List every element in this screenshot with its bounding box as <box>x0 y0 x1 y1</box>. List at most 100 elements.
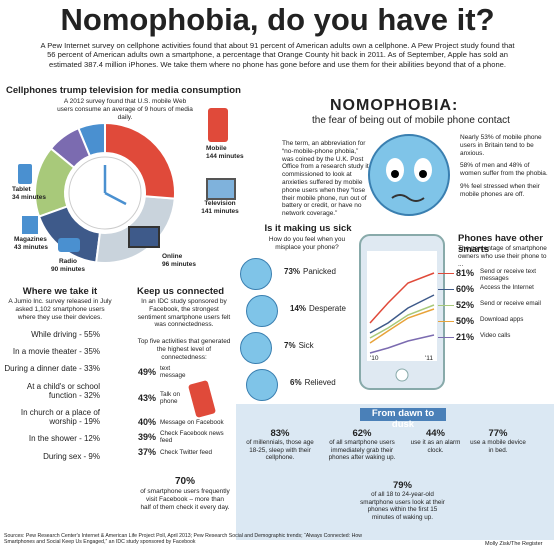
label: Send or receive text messages <box>480 268 537 283</box>
section-title: Is it making us sick <box>264 223 352 234</box>
text: of smartphone users frequently visit Fac… <box>140 488 230 511</box>
donut-segment <box>49 126 92 170</box>
label: text message <box>160 365 186 379</box>
text: of millennials, those age 18-25, sleep w… <box>246 439 314 462</box>
face <box>240 332 272 364</box>
phone-chart <box>359 234 445 390</box>
intro: A Pew Internet survey on cellphone activ… <box>40 41 515 69</box>
where-item: During sex - 9% <box>43 451 100 461</box>
pct: 43% <box>138 393 157 403</box>
smart-item: 81% Send or receive text messages <box>456 268 554 282</box>
pct: 73% <box>284 267 301 276</box>
where-list: While driving - 55% In a movie theater - … <box>4 330 100 469</box>
pct: 81% <box>456 268 475 278</box>
label: Access the Internet <box>480 284 534 291</box>
connected-item: 49% text message <box>138 365 238 379</box>
magazine-icon <box>22 216 38 234</box>
x-tick-label: '10 <box>370 355 379 362</box>
leader-line <box>438 321 454 322</box>
dawn-item: 62% of all smartphone users immediately g… <box>322 428 402 462</box>
label: Send or receive email <box>480 300 541 307</box>
section-subtitle: A Jumio Inc. survey released in July ask… <box>8 298 112 321</box>
dawn-item: 77% use a mobile device in bed. <box>468 428 528 454</box>
face <box>240 258 272 290</box>
face <box>246 369 278 401</box>
label: Relieved <box>304 378 336 387</box>
label: Desperate <box>309 304 346 313</box>
label: Sick <box>298 341 314 350</box>
clock-hand <box>104 191 127 206</box>
phone-icon <box>208 108 228 142</box>
credit: Molly Zisk/The Register <box>485 541 543 547</box>
where-item: In a movie theater - 35% <box>12 347 100 357</box>
leader-line <box>438 273 454 274</box>
text: of all smartphone users immediately grab… <box>328 439 396 462</box>
label: Check Twitter feed <box>160 448 213 456</box>
label: Magazines 43 minutes <box>14 236 48 251</box>
leader-line <box>438 289 454 290</box>
label: Check Facebook news feed <box>160 430 224 444</box>
section-subtitle: the fear of being out of mobile phone co… <box>312 115 510 126</box>
donut-segment <box>34 147 76 218</box>
label: Radio 90 minutes <box>51 258 85 273</box>
pct: 60% <box>456 284 475 294</box>
donut-segment <box>104 121 176 200</box>
tablet-icon <box>18 164 32 184</box>
pct: 44% <box>425 428 445 439</box>
dawn-panel <box>236 404 554 540</box>
pct: 77% <box>488 428 508 439</box>
section-title: Phones have other smarts <box>458 233 543 255</box>
where-item: At a child's or school function - 32% <box>26 381 100 400</box>
connected-item: 43% Talk on phone <box>138 391 238 405</box>
pct: 21% <box>456 332 475 342</box>
label: Mobile 144 minutes <box>206 145 244 160</box>
pct: 39% <box>138 432 157 442</box>
sick-item: 6% Relieved <box>290 378 336 387</box>
section-title: Where we take it <box>22 286 98 297</box>
section-title: From dawn to dusk <box>360 408 446 430</box>
label: Television 141 minutes <box>201 200 239 215</box>
stat: Nearly 53% of mobile phone users in Brit… <box>460 134 542 157</box>
pct: 50% <box>456 316 475 326</box>
section-title: Keep us connected <box>137 286 225 297</box>
connected-item: 37% Check Twitter feed <box>138 447 238 457</box>
stat: 9% feel stressed when their mobile phone… <box>460 182 540 198</box>
where-item: While driving - 55% <box>31 330 100 339</box>
stat: 58% of men and 48% of women suffer from … <box>460 162 548 178</box>
connected-item: 39% Check Facebook news feed <box>138 430 238 444</box>
pct: 62% <box>352 428 372 439</box>
label: Video calls <box>480 332 511 339</box>
face <box>246 295 278 327</box>
where-item: During a dinner date - 33% <box>4 364 100 374</box>
x-tick-label: '11 <box>425 355 433 362</box>
label: Online 96 minutes <box>162 253 196 268</box>
list-title: Top five activities that generated the h… <box>137 338 231 361</box>
pct: 52% <box>456 300 475 310</box>
smart-item: 50% Download apps <box>456 316 554 326</box>
stats: Nearly 53% of mobile phone users in Brit… <box>460 134 550 199</box>
pct: 83% <box>270 428 290 439</box>
sick-item: 73% Panicked <box>284 267 336 276</box>
pct: 79% <box>392 480 412 491</box>
sick-item: 7% Sick <box>284 341 314 350</box>
text: use it as an alarm clock. <box>410 439 461 454</box>
pct: 14% <box>290 304 307 313</box>
pct: 37% <box>138 447 157 457</box>
where-item: In church or a place of worship - 19% <box>20 407 100 427</box>
leader-line <box>438 337 454 338</box>
pct: 7% <box>284 341 296 350</box>
radio-icon <box>58 238 80 252</box>
body: The term, an abbreviation for “no-mobile… <box>282 140 369 218</box>
sick-item: 14% Desperate <box>290 304 346 313</box>
dawn-item: 44% use it as an alarm clock. <box>408 428 463 454</box>
section-title: Cellphones trump television for media co… <box>6 85 241 96</box>
anxious-face <box>368 134 450 216</box>
pct: 70% <box>174 476 195 487</box>
section-subtitle: How do you feel when you misplace your p… <box>268 236 346 251</box>
pct: 49% <box>138 367 157 377</box>
tv-icon <box>206 178 236 200</box>
section-title: NOMOPHOBIA: <box>330 97 459 114</box>
smart-item: 60% Access the Internet <box>456 284 554 294</box>
sources: Sources: Pew Research Center's Internet … <box>4 533 362 546</box>
